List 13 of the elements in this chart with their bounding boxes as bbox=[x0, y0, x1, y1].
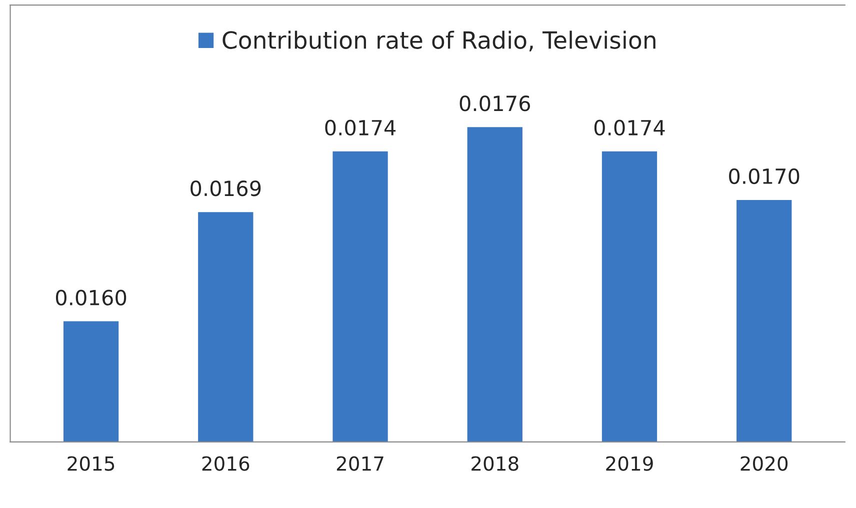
x-tick-label: 2015 bbox=[68, 456, 114, 471]
data-label: 0.0174 bbox=[325, 120, 396, 136]
legend-label: Contribution rate of Radio, Television bbox=[222, 30, 656, 52]
data-label: 0.0160 bbox=[56, 290, 126, 306]
x-tick-label: 2017 bbox=[336, 456, 384, 471]
data-label: 0.0169 bbox=[190, 180, 261, 196]
x-tick-label: 2018 bbox=[472, 456, 518, 471]
x-tick-label: 2016 bbox=[202, 456, 250, 471]
x-tick-label: 2020 bbox=[740, 456, 788, 471]
data-label: 0.0170 bbox=[729, 168, 800, 184]
data-label: 0.0176 bbox=[460, 96, 530, 112]
data-label: 0.0174 bbox=[594, 120, 665, 136]
x-tick-label: 2019 bbox=[606, 456, 653, 471]
